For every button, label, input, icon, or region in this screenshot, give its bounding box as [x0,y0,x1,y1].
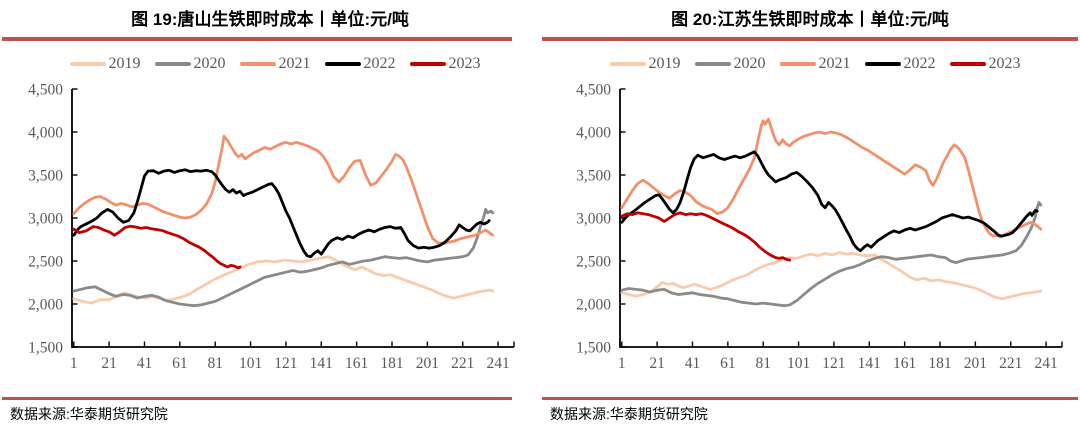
x-tick-label: 21 [101,355,117,372]
title-underline [2,37,512,41]
figure-title-20: 图 20:江苏生铁即时成本丨单位:元/吨 [671,10,949,29]
x-tick-label: 161 [893,355,916,372]
x-tick-label: 221 [999,355,1022,372]
legend-label-2021: 2021 [818,55,851,72]
x-tick-label: 181 [928,355,951,372]
legend-swatch-2022 [864,62,901,66]
x-tick-label: 41 [137,355,153,372]
series-line-2021 [620,117,1043,239]
x-tick-label: 141 [858,355,881,372]
y-tick-label: 2,000 [28,297,63,314]
legend-item-2021: 2021 [239,55,311,73]
axis-frame [619,89,1062,348]
x-tick-label: 221 [451,355,474,372]
series-line-2019 [620,250,1043,301]
x-tick-label: 181 [380,355,403,372]
title-underline [542,37,1078,41]
y-tick-label: 4,500 [28,82,63,99]
legend-item-2020: 2020 [694,55,766,73]
x-tick-label: 241 [1034,355,1057,372]
x-tick-label: 81 [755,355,771,372]
x-tick-label: 101 [787,355,810,372]
series-line-2021 [72,134,495,246]
figure-title-19: 图 19:唐山生铁即时成本丨单位:元/吨 [131,10,409,29]
data-source-label: 数据来源:华泰期货研究院 [550,405,708,422]
legend-item-2019: 2019 [609,55,681,73]
x-tick-label: 1 [618,355,626,372]
y-tick-label: 3,000 [28,211,63,228]
legend-item-2020: 2020 [154,55,226,73]
panel-jiangsu: 图 20:江苏生铁即时成本丨单位:元/吨 2019 2020 2021 2022 202… [540,0,1080,430]
x-tick-label: 201 [964,355,987,372]
y-tick-label: 1,500 [576,340,611,357]
legend-item-2021: 2021 [779,55,851,73]
legend-swatch-2023 [949,62,986,66]
source-divider [542,397,1078,400]
legend-label-2022: 2022 [903,55,936,72]
legend-swatch-2023 [409,62,446,66]
x-tick-label: 1 [70,355,78,372]
y-tick-label: 1,500 [28,340,63,357]
y-tick-label: 4,000 [576,125,611,142]
legend-label-2023: 2023 [988,55,1021,72]
chart-legend-jiangsu: 2019 2020 2021 2022 2023 [580,54,1050,74]
legend-item-2022: 2022 [864,55,936,73]
series-line-2020 [72,207,495,308]
series-line-2019 [72,255,495,305]
x-tick-label: 61 [720,355,736,372]
legend-label-2022: 2022 [363,55,396,72]
data-source-label: 数据来源:华泰期货研究院 [10,405,168,422]
x-tick-label: 101 [239,355,262,372]
y-tick-label: 3,500 [28,168,63,185]
legend-item-2023: 2023 [949,55,1021,73]
chart-legend-tangshan: 2019 2020 2021 2022 2023 [40,54,510,74]
x-tick-label: 81 [207,355,223,372]
source-divider [2,397,512,400]
legend-label-2023: 2023 [448,55,481,72]
y-tick-label: 2,500 [28,254,63,271]
legend-label-2019: 2019 [108,55,141,72]
legend-swatch-2021 [779,62,816,66]
legend-label-2019: 2019 [648,55,681,72]
legend-label-2020: 2020 [193,55,226,72]
y-tick-label: 3,500 [576,168,611,185]
series-line-2022 [72,168,491,259]
series-line-2023 [72,224,242,270]
y-tick-label: 2,000 [576,297,611,314]
legend-item-2022: 2022 [324,55,396,73]
y-tick-label: 4,000 [28,125,63,142]
series-line-2020 [620,201,1043,308]
series-line-2022 [620,150,1039,253]
legend-item-2019: 2019 [69,55,141,73]
axis-frame [71,89,514,348]
y-tick-label: 2,500 [576,254,611,271]
x-tick-label: 201 [416,355,439,372]
x-tick-label: 241 [486,355,509,372]
x-tick-label: 41 [685,355,701,372]
legend-label-2021: 2021 [278,55,311,72]
y-tick-label: 4,500 [576,82,611,99]
x-tick-label: 141 [310,355,333,372]
x-tick-label: 121 [822,355,845,372]
legend-label-2020: 2020 [733,55,766,72]
x-tick-label: 161 [345,355,368,372]
legend-swatch-2019 [609,62,646,66]
legend-item-2023: 2023 [409,55,481,73]
x-tick-label: 21 [649,355,665,372]
x-tick-label: 61 [172,355,188,372]
legend-swatch-2020 [694,62,731,66]
legend-swatch-2020 [154,62,191,66]
y-tick-label: 3,000 [576,211,611,228]
legend-swatch-2022 [324,62,361,66]
legend-swatch-2021 [239,62,276,66]
series-line-2023 [620,211,792,262]
panel-tangshan: 图 19:唐山生铁即时成本丨单位:元/吨 2019 2020 2021 2022 202… [2,10,515,422]
x-tick-label: 121 [274,355,297,372]
legend-swatch-2019 [69,62,106,66]
